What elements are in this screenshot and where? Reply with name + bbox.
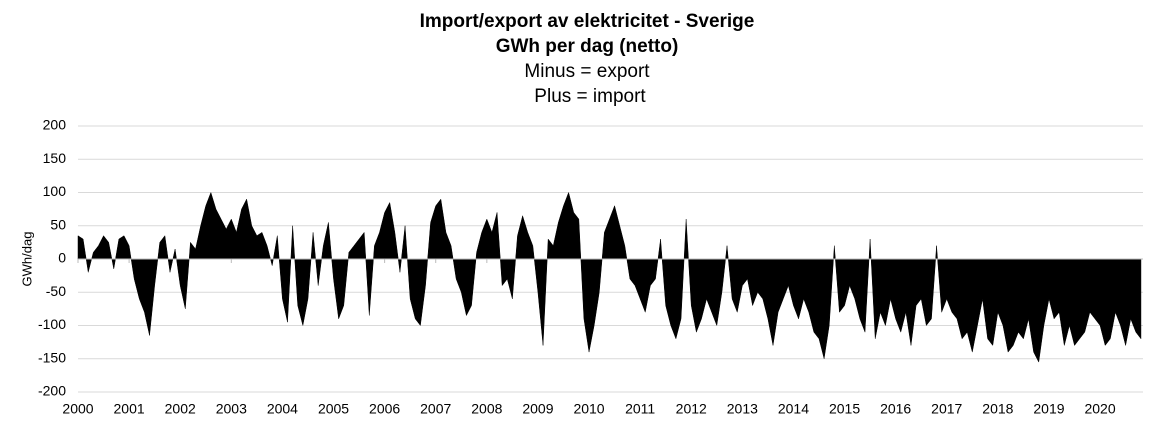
x-tick-label: 2018 xyxy=(982,401,1013,417)
x-tick-label: 2019 xyxy=(1033,401,1064,417)
x-tick-label: 2012 xyxy=(676,401,707,417)
x-tick-label: 2000 xyxy=(62,401,93,417)
x-tick-label: 2007 xyxy=(420,401,451,417)
y-tick-label: -200 xyxy=(38,383,66,399)
x-tick-label: 2015 xyxy=(829,401,860,417)
x-tick-label: 2010 xyxy=(573,401,604,417)
x-tick-label: 2002 xyxy=(165,401,196,417)
x-tick-label: 2006 xyxy=(369,401,400,417)
y-tick-label: -50 xyxy=(46,283,66,299)
area xyxy=(77,191,1142,363)
x-tick-label: 2013 xyxy=(727,401,758,417)
x-tick-label: 2001 xyxy=(114,401,145,417)
x-tick-label: 2005 xyxy=(318,401,349,417)
chart-title: Import/export av elektricitet - Sverige xyxy=(420,11,755,32)
y-axis-label: GWh/dag xyxy=(19,232,34,287)
annotation: Minus = export xyxy=(524,61,650,82)
x-tick-label: 2011 xyxy=(625,401,655,417)
x-tick-label: 2009 xyxy=(522,401,553,417)
annotation: Plus = import xyxy=(534,86,646,107)
x-tick-label: 2008 xyxy=(471,401,502,417)
x-tick-label: 2017 xyxy=(931,401,962,417)
y-tick-label: 50 xyxy=(50,216,66,232)
chart-subtitle: GWh per dag (netto) xyxy=(496,36,679,57)
y-tick-label: 100 xyxy=(43,183,67,199)
y-tick-label: -150 xyxy=(38,349,66,365)
x-tick-label: 2014 xyxy=(778,401,809,417)
x-tick-label: 2003 xyxy=(216,401,247,417)
x-tick-label: 2020 xyxy=(1084,401,1115,417)
y-tick-label: -100 xyxy=(38,316,66,332)
y-tick-label: 0 xyxy=(58,250,66,266)
x-tick-label: 2004 xyxy=(267,401,298,417)
y-tick-label: 150 xyxy=(43,150,67,166)
y-tick-label: 200 xyxy=(43,117,67,133)
x-tick-label: 2016 xyxy=(880,401,911,417)
